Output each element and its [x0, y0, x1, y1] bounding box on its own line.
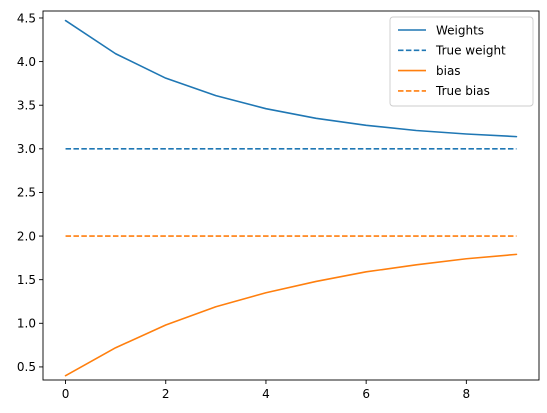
- y-tick-label: 4.0: [17, 55, 36, 69]
- y-tick-label: 0.5: [17, 360, 36, 374]
- x-tick-label: 4: [262, 387, 270, 401]
- legend-box: [389, 16, 534, 107]
- axes-layer: 0 2 4 6 8 0.5 1.0 1.5 2.0 2.5 3.0 3.5 4.0 4.5: [17, 10, 540, 401]
- y-tick-label: 1.0: [17, 317, 36, 331]
- series-line-2: [64, 253, 518, 377]
- axes-frame: [42, 10, 540, 381]
- series-layer: [64, 19, 518, 377]
- legend-label: True weight: [435, 44, 506, 58]
- x-tick-label: 8: [463, 387, 471, 401]
- series-line-0: [64, 19, 518, 138]
- y-tick-label: 2.5: [17, 186, 36, 200]
- y-tick-label: 1.5: [17, 273, 36, 287]
- y-tick-label: 4.5: [17, 11, 36, 25]
- y-tick-label: 3.0: [17, 142, 36, 156]
- legend-label: True bias: [435, 84, 490, 98]
- legend-label: Weights: [436, 23, 484, 37]
- x-tick-label: 6: [362, 387, 370, 401]
- x-tick-label: 2: [162, 387, 170, 401]
- legend: Weights True weight bias True bias: [389, 16, 534, 107]
- x-tick-label: 0: [62, 387, 70, 401]
- y-tick-label: 3.5: [17, 99, 36, 113]
- y-tick-label: 2.0: [17, 229, 36, 243]
- legend-label: bias: [436, 64, 461, 78]
